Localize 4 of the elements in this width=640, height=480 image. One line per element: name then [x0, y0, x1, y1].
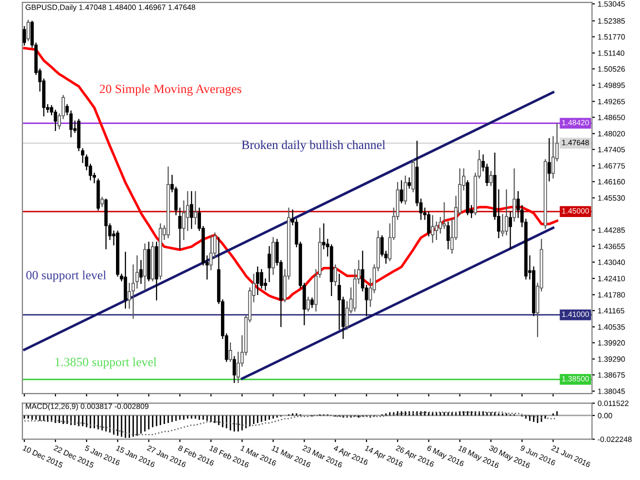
annotation: 20 Simple Moving Averages [100, 84, 242, 96]
annotation: 1.3850 support level [55, 357, 157, 369]
annotation: Broken daily bullish channel [242, 140, 386, 152]
annotation: 00 support level [26, 270, 106, 282]
